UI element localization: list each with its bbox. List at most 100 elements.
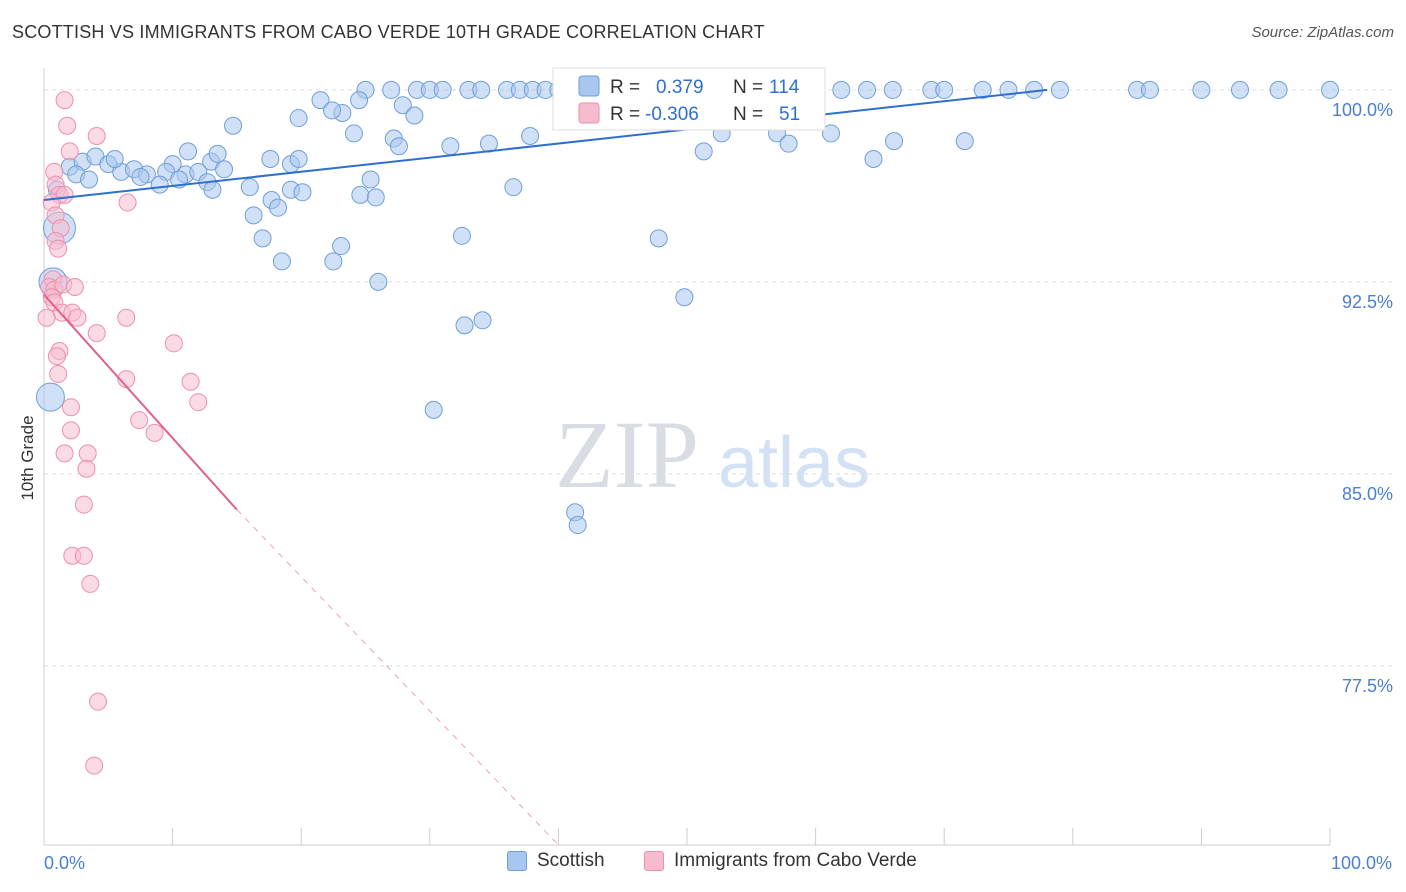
y-tick-label: 92.5% [1342,292,1393,312]
legend-label-cabo-verde: Immigrants from Cabo Verde [674,850,917,871]
y-tick-label: 100.0% [1332,100,1393,120]
scottish-point [344,124,363,143]
scottish-point [105,150,124,169]
x-tick-label: 0.0% [44,853,85,873]
scottish-point [351,185,370,204]
cabo-verde-point [37,308,56,327]
cabo-verde-point [74,546,93,565]
scottish-point [324,252,343,271]
scottish-point [694,142,713,161]
scottish-point [521,126,540,145]
scottish-point [822,124,841,143]
chart-title: SCOTTISH VS IMMIGRANTS FROM CABO VERDE 1… [12,22,765,42]
cabo-verde-point [55,91,74,110]
scottish-point [224,116,243,135]
cabo-verde-trendline [43,294,238,511]
scottish-point [504,178,523,197]
cabo-verde-point [74,495,93,514]
legend-item-cabo-verde[interactable]: Immigrants from Cabo Verde [644,850,917,872]
scottish-point [244,206,263,225]
cabo-verde-point [65,278,84,297]
legend-n-value-1: 114 [769,77,800,98]
scottish-point [424,400,443,419]
points-layer [35,80,1339,775]
scottish-point [955,132,974,151]
legend-item-scottish[interactable]: Scottish [507,850,605,872]
scottish-point [472,80,491,99]
cabo-verde-point [130,411,149,430]
scottish-point [332,237,351,256]
scottish-point [883,80,902,99]
legend-r-label-2: R = [610,104,640,125]
legend-bottom: Scottish Immigrants from Cabo Verde [0,850,1406,880]
scottish-point [452,226,471,245]
scottish-point [1140,80,1159,99]
scottish-point [433,80,452,99]
scottish-point [675,288,694,307]
cabo-verde-point [145,423,164,442]
x-tick-labels: 0.0% 100.0% [44,853,1392,873]
cabo-verde-point [81,574,100,593]
scottish-point [935,80,954,99]
scottish-point [366,188,385,207]
scottish-point [649,229,668,248]
cabo-verde-point [117,308,136,327]
legend-swatch-cabo-verde-bottom [644,851,664,871]
cabo-verde-point [89,692,108,711]
scottish-point [293,183,312,202]
axis-layer [43,68,1331,846]
scottish-point [1269,80,1288,99]
scottish-point [269,198,288,217]
cabo-verde-point [68,308,87,327]
trend-layer [43,88,1048,846]
scottish-point [323,101,342,120]
scottish-point [832,80,851,99]
scottish-point [80,170,99,189]
scottish-point [473,311,492,330]
scottish-point [150,175,169,194]
scottish-point [253,229,272,248]
legend-r-value-2: -0.306 [645,104,699,125]
scottish-point [389,137,408,156]
scottish-point [405,106,424,125]
watermark-atlas: atlas [718,423,870,503]
cabo-verde-point [49,239,68,258]
scottish-point [858,80,877,99]
scottish-point [289,109,308,128]
x-tick-label: 100.0% [1331,853,1392,873]
legend-r-label-1: R = [610,77,640,98]
scottish-point [441,137,460,156]
cabo-verde-point [189,393,208,412]
watermark: ZIP atlas [555,401,870,508]
cabo-verde-point [87,324,106,343]
cabo-verde-point [60,142,79,161]
legend-swatch-cabo-verde [578,102,600,124]
y-tick-labels: 100.0% 92.5% 85.0% 77.5% [1332,100,1393,696]
scottish-point [1321,80,1339,99]
scottish-point [864,150,883,169]
scottish-point [179,142,198,161]
scottish-point [568,516,587,535]
scottish-point [240,178,259,197]
scottish-point [208,144,227,163]
cabo-verde-point [118,193,137,212]
watermark-zip: ZIP [555,401,699,508]
cabo-verde-point [47,347,66,366]
scottish-point [361,170,380,189]
scottish-point [779,134,798,153]
legend-swatch-scottish [578,75,600,97]
cabo-verde-point [181,372,200,391]
scottish-point [131,167,150,186]
scottish-point [382,80,401,99]
scottish-point [885,132,904,151]
legend-n-label-1: N = [733,77,763,98]
scottish-point [215,160,234,179]
legend-label-scottish: Scottish [537,850,605,871]
cabo-verde-point [62,421,81,440]
scottish-point [455,316,474,335]
cabo-verde-point [78,444,97,463]
scottish-point [1192,80,1211,99]
legend-top: R = 0.379 N = 114 R = -0.306 N = 51 [552,67,826,131]
cabo-verde-point [87,126,106,145]
scottish-point [393,96,412,115]
